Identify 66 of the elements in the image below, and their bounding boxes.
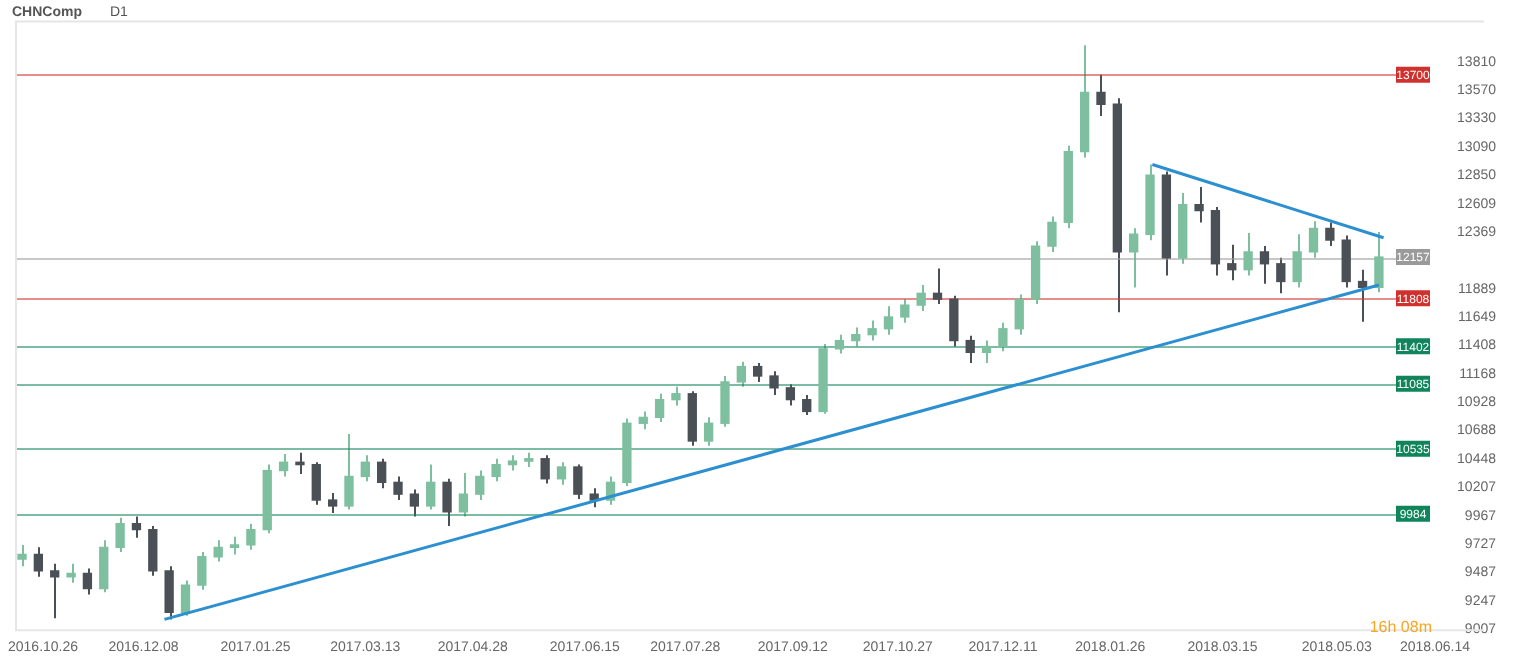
candlestick [50,562,60,620]
candlestick [458,471,469,518]
candlestick [981,339,992,365]
candlestick [180,579,191,617]
candlestick [82,567,93,596]
candlestick [393,475,403,502]
candlestick [556,461,567,486]
candlestick [131,515,142,539]
candlestick [883,305,894,336]
candlestick [671,385,681,407]
candlestick [1014,293,1024,336]
candlestick [769,370,779,396]
candlestick [115,516,125,554]
candlestick [736,360,746,388]
candlestick [720,375,730,428]
candlestick [1325,221,1335,248]
candlestick [540,454,550,485]
candlestick [573,463,583,500]
candlestick [802,393,812,416]
candlestick [1096,73,1106,118]
candlestick [1357,268,1368,323]
candlestick [148,525,158,577]
candlestick [197,551,207,591]
candlestick [475,469,485,502]
candlestick [1259,245,1270,285]
candlestick [949,294,959,348]
candlestick [344,432,354,511]
candlestick [377,457,387,490]
candlestick [17,543,27,568]
candlestick [1374,230,1384,294]
candlestick [998,321,1008,353]
candlestick [1243,232,1253,277]
candlestick [851,326,861,348]
candlestick [164,565,174,621]
candlestick [1308,220,1319,259]
candlestick [1129,227,1139,289]
candlestick [33,546,44,578]
candlestick [916,284,926,313]
candlestick [213,539,223,563]
candlestick [654,392,665,424]
candlestick [1292,233,1302,289]
candlestick [246,522,256,551]
candlestick [703,416,714,447]
candlestick [834,333,845,355]
candlestick [409,488,420,518]
candlestick [1341,234,1351,289]
candlestick [900,298,910,324]
candlestick [327,491,338,515]
candlestick [753,362,763,383]
candlestick [442,477,452,528]
candlestick [932,267,943,305]
candlestick [1047,215,1057,253]
candlestick [311,461,321,506]
candlestick [867,319,877,342]
candlestick [360,454,370,483]
candlestick [785,383,796,407]
candlestick [1194,185,1204,224]
candlestick [66,562,76,584]
candlestick [1227,243,1237,282]
candlestick [426,463,436,511]
annotation: 16h 08m [1369,618,1432,636]
candlestick [99,539,109,594]
candlestick [1276,256,1286,295]
candlestick [491,457,501,483]
candlestick [278,452,289,478]
candlestick [965,334,975,365]
